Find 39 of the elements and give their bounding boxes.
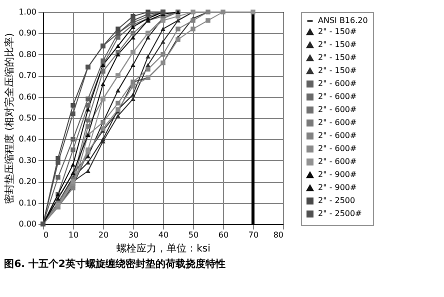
legend-label: ANSI B16.20 bbox=[318, 16, 368, 25]
legend-label: 2" - 600# bbox=[318, 79, 358, 88]
x-tick-label: 80 bbox=[273, 230, 284, 240]
y-tick-label: 0.50 bbox=[18, 114, 36, 122]
legend-label: 2" - 600# bbox=[318, 157, 358, 166]
legend-label: 2" - 900# bbox=[318, 183, 358, 192]
legend-label: 2" - 2500# bbox=[318, 209, 362, 218]
y-tick-label: 0.00 bbox=[18, 220, 36, 228]
legend-label: 2" - 150# bbox=[318, 27, 358, 36]
y-tick-label: 1.00 bbox=[18, 8, 36, 16]
legend-label: 2" - 600# bbox=[318, 131, 358, 140]
x-tick-label: 60 bbox=[218, 230, 229, 240]
y-tick-label: 0.40 bbox=[18, 134, 36, 144]
x-tick-label: 40 bbox=[158, 230, 169, 240]
legend-label: 2" - 150# bbox=[318, 53, 358, 62]
legend-label: 2" - 150# bbox=[318, 40, 358, 49]
x-axis-title: 螺栓应力，单位：ksi bbox=[116, 242, 210, 254]
x-tick-label: 70 bbox=[248, 230, 259, 240]
legend-label: 2" - 600# bbox=[318, 105, 358, 114]
y-tick-label: 0.30 bbox=[18, 156, 36, 165]
y-tick-label: 0.90 bbox=[18, 28, 36, 38]
legend-label: 2" - 2500 bbox=[318, 196, 356, 205]
y-tick-label: 0.20 bbox=[18, 177, 36, 186]
legend-label: 2" - 600# bbox=[318, 144, 358, 153]
x-tick-label: 20 bbox=[98, 230, 109, 240]
legend-label: 2" - 600# bbox=[318, 118, 358, 127]
y-tick-label: 0.60 bbox=[18, 92, 36, 102]
x-tick-label: 0 bbox=[44, 230, 49, 240]
y-axis-title: 密封垫压缩程度 (相对完全压缩的比率) bbox=[4, 32, 16, 204]
x-tick-label: 50 bbox=[188, 230, 199, 240]
legend-label: 2" - 600# bbox=[318, 92, 358, 101]
y-tick-label: 0.70 bbox=[18, 71, 36, 80]
x-tick-label: 10 bbox=[68, 230, 79, 240]
x-tick-label: 30 bbox=[128, 230, 139, 240]
text: 图6. 十五个2英寸螺旋缠绕密封垫的荷载挠度特性 bbox=[4, 258, 226, 270]
legend-label: 2" - 150# bbox=[318, 66, 358, 75]
y-tick-label: 0.80 bbox=[18, 50, 36, 59]
legend-label: 2" - 900# bbox=[318, 170, 358, 179]
y-tick-label: 0.10 bbox=[18, 198, 36, 208]
